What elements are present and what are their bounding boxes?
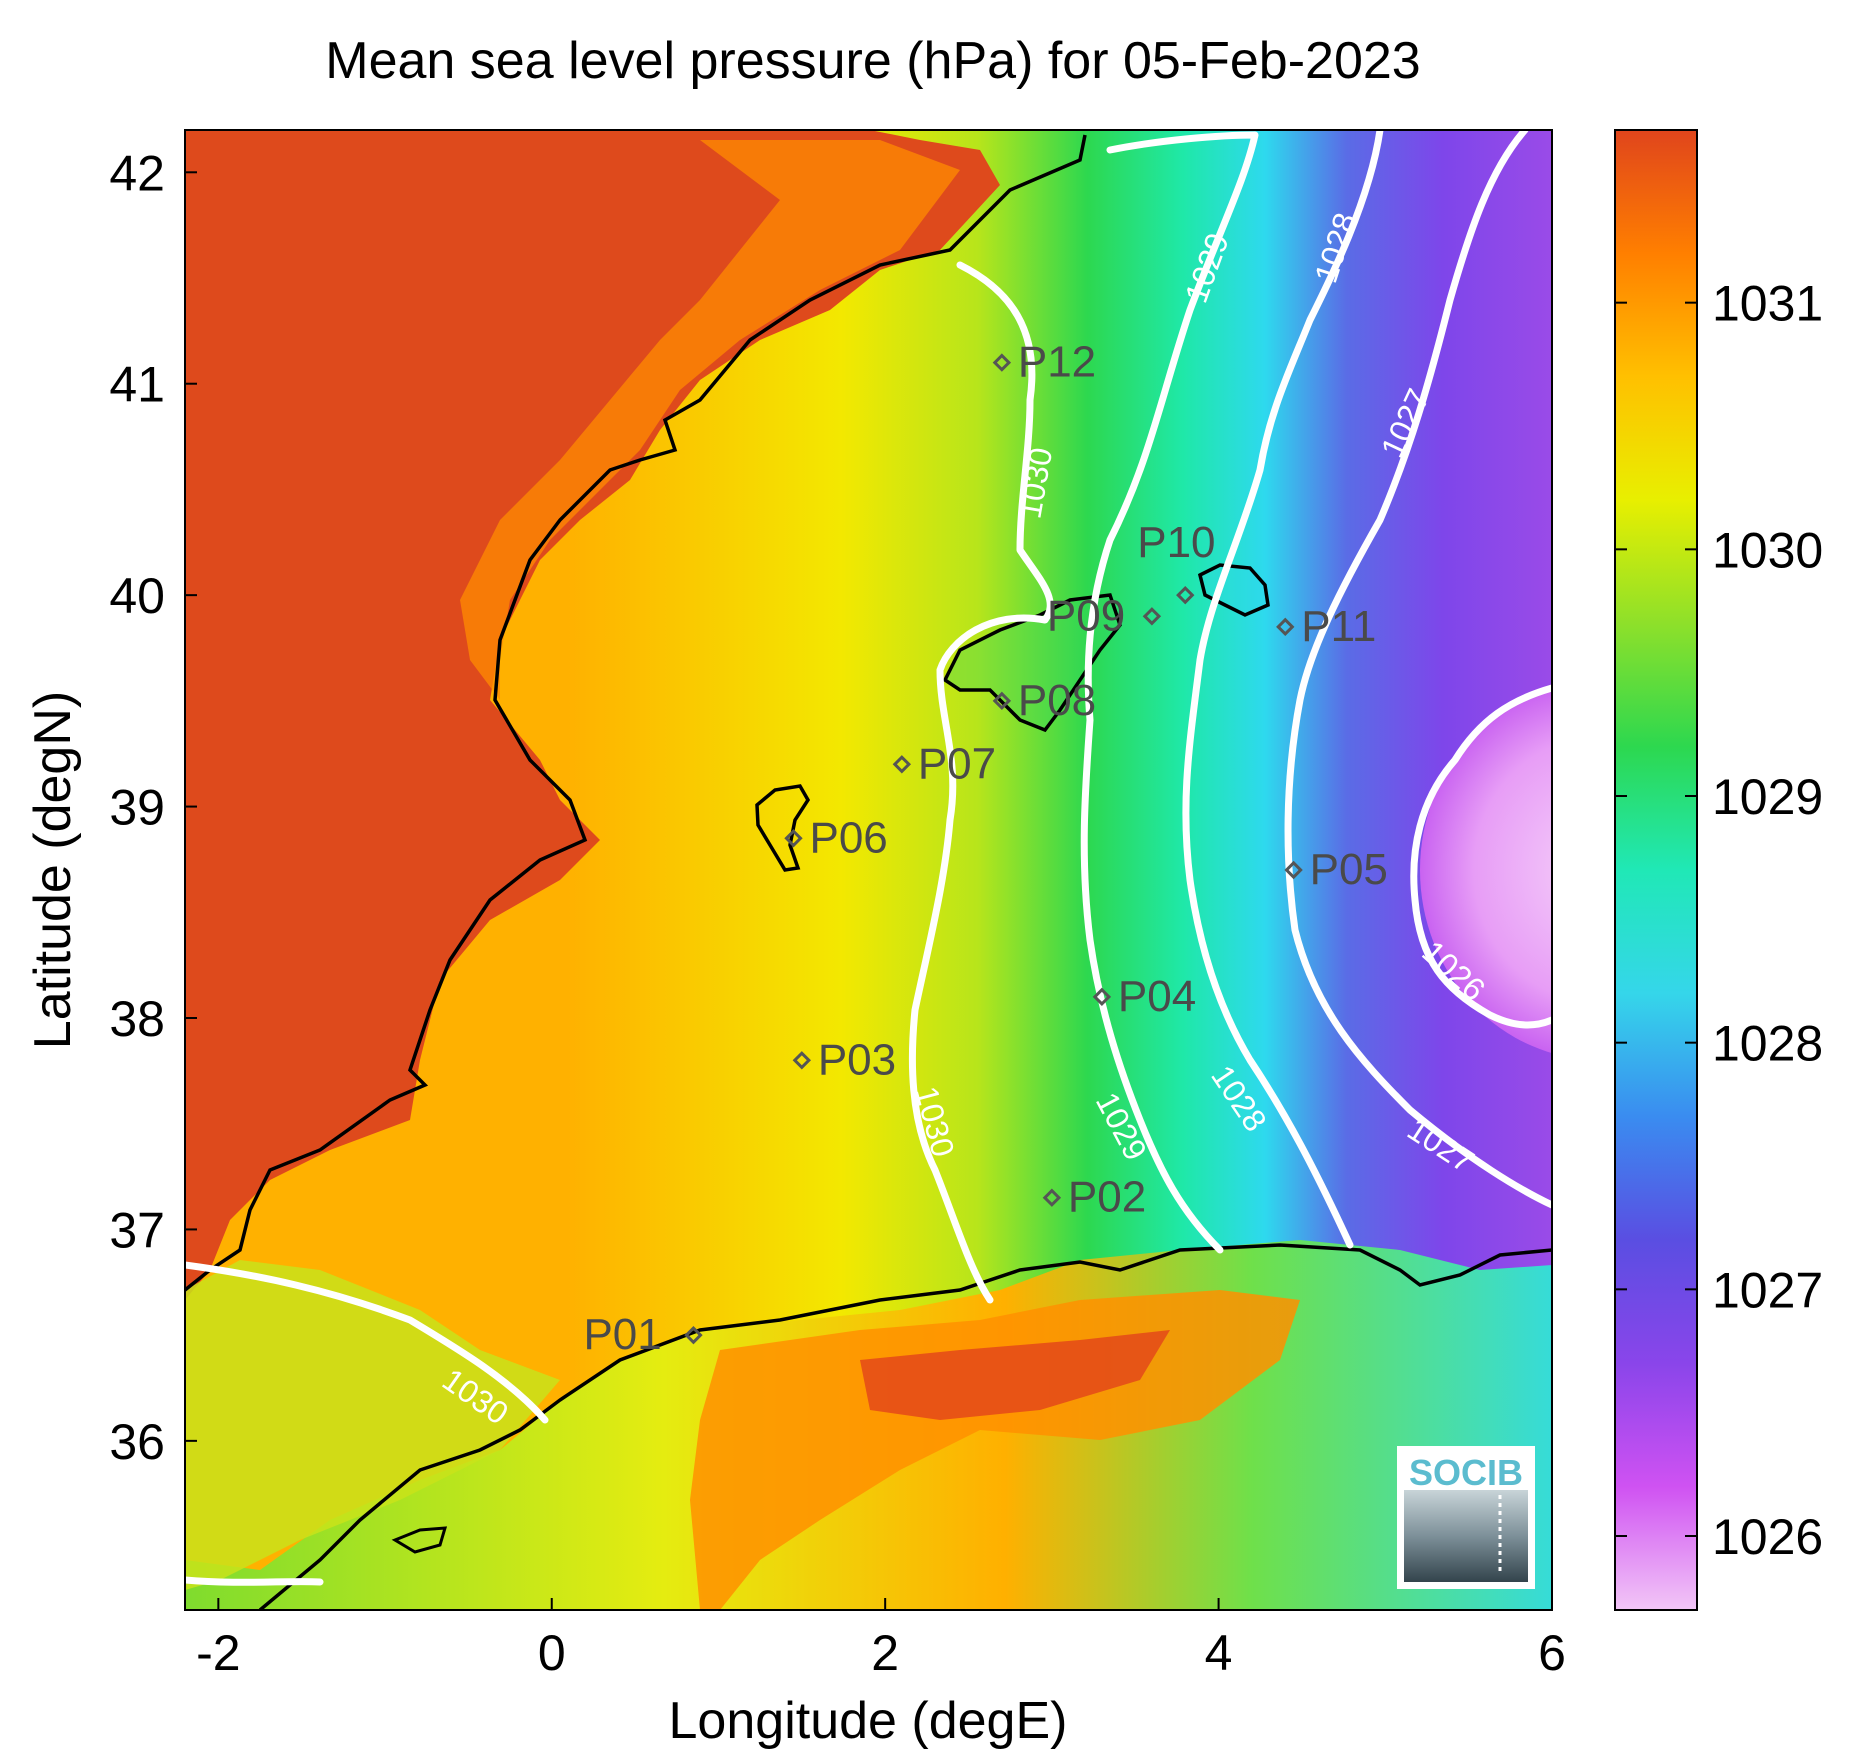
y-axis: 42 41 40 39 38 37 36 bbox=[109, 145, 197, 1470]
station-label-p09: P09 bbox=[1047, 591, 1125, 640]
mallorca-coast bbox=[942, 593, 1122, 733]
station-label-p02: P02 bbox=[1068, 1173, 1146, 1222]
colorbar-tick-label: 1026 bbox=[1712, 1509, 1823, 1565]
station-marker-p06 bbox=[784, 829, 803, 848]
isobar-1026 bbox=[1410, 684, 1552, 1029]
colorbar-ticks: 1031 1030 1029 1028 1027 1026 bbox=[1615, 276, 1823, 1565]
iberia-land bbox=[185, 130, 1000, 1300]
isobar-layer bbox=[185, 130, 1552, 1586]
station-label-p12: P12 bbox=[1018, 338, 1096, 387]
x-tick-label: 4 bbox=[1205, 1625, 1233, 1681]
y-tick-label: 40 bbox=[109, 568, 165, 624]
y-tick-label: 39 bbox=[109, 780, 165, 836]
station-marker-p11 bbox=[1276, 617, 1295, 637]
x-tick-label: 6 bbox=[1538, 1625, 1566, 1681]
x-tick-label: 2 bbox=[871, 1625, 899, 1681]
y-tick-label: 38 bbox=[109, 991, 165, 1047]
y-tick-label: 41 bbox=[109, 357, 165, 413]
plot-title: Mean sea level pressure (hPa) for 05-Feb… bbox=[325, 32, 1420, 90]
station-marker-p10 bbox=[1176, 585, 1195, 605]
isobar-1030-west bbox=[185, 1261, 549, 1424]
isobar-1027 bbox=[1284, 130, 1552, 1209]
station-marker-p03 bbox=[792, 1051, 812, 1070]
atlas-highlands bbox=[690, 1290, 1300, 1610]
station-label-p11: P11 bbox=[1301, 602, 1376, 651]
y-tick-label: 36 bbox=[109, 1414, 165, 1470]
station-marker-p02 bbox=[1042, 1188, 1062, 1207]
map-area: 1030 1030 1030 1029 1029 1028 1028 1027 … bbox=[185, 130, 1552, 1610]
station-marker-p05 bbox=[1284, 860, 1303, 880]
x-axis: -2 0 2 4 6 bbox=[196, 1598, 1566, 1681]
isobar-1030-north bbox=[908, 261, 1054, 1304]
station-label-p06: P06 bbox=[809, 813, 887, 862]
colorbar-tick-label: 1028 bbox=[1712, 1016, 1823, 1072]
x-tick-label: -2 bbox=[196, 1625, 240, 1681]
station-label-p01: P01 bbox=[583, 1310, 661, 1359]
station-marker-p04 bbox=[1092, 987, 1112, 1007]
western-lowland bbox=[185, 1260, 560, 1590]
socib-logo: SOCIB bbox=[1397, 1446, 1535, 1589]
station-label-p10: P10 bbox=[1137, 518, 1215, 567]
station-label-p03: P03 bbox=[818, 1035, 896, 1084]
station-label-p05: P05 bbox=[1310, 845, 1388, 894]
coastline-africa bbox=[258, 1243, 1552, 1610]
alboran-island bbox=[391, 1526, 448, 1554]
station-label-p07: P07 bbox=[918, 739, 996, 788]
station-marker-p08 bbox=[992, 691, 1012, 711]
colorbar bbox=[1614, 129, 1698, 1611]
station-marker-p01 bbox=[684, 1325, 703, 1345]
isobar-1029 bbox=[1080, 131, 1259, 1254]
colorbar-tick-label: 1027 bbox=[1712, 1262, 1823, 1318]
socib-logo-text: SOCIB bbox=[1409, 1452, 1523, 1493]
ibiza-coast bbox=[755, 784, 811, 872]
station-label-p04: P04 bbox=[1118, 972, 1196, 1021]
isobar-1028 bbox=[1182, 130, 1384, 1249]
y-tick-label: 37 bbox=[109, 1202, 165, 1258]
coastline-iberia bbox=[185, 134, 1087, 1292]
colorbar-tick-label: 1029 bbox=[1712, 769, 1823, 825]
plot-frame bbox=[184, 129, 1553, 1611]
colorbar-tick-label: 1031 bbox=[1712, 276, 1823, 332]
low-pressure-core bbox=[1420, 686, 1552, 1054]
station-label-p08: P08 bbox=[1018, 676, 1096, 725]
atlas-peaks bbox=[860, 1330, 1170, 1420]
x-axis-label: Longitude (degE) bbox=[669, 1692, 1068, 1750]
x-tick-label: 0 bbox=[538, 1625, 566, 1681]
station-marker-p12 bbox=[992, 353, 1012, 372]
station-marker-p07 bbox=[892, 755, 912, 774]
iberia-coastal-band bbox=[460, 140, 960, 700]
station-marker-p09 bbox=[1142, 607, 1162, 626]
y-tick-label: 42 bbox=[109, 145, 165, 201]
socib-logo-panel bbox=[1404, 1490, 1528, 1582]
colorbar-tick-label: 1030 bbox=[1712, 522, 1823, 578]
y-axis-label: Latitude (degN) bbox=[24, 691, 82, 1049]
isobar-1030-sw bbox=[185, 1576, 324, 1586]
